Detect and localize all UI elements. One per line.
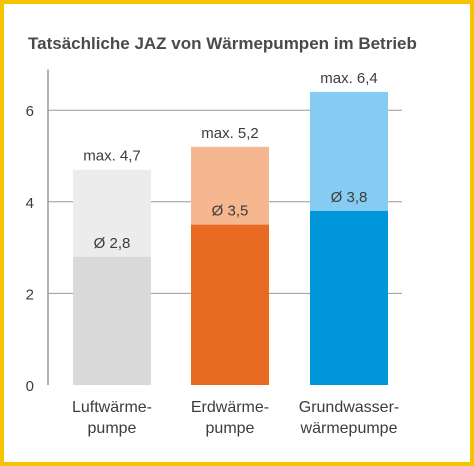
category-label: pumpe xyxy=(206,420,255,437)
data-label-max: max. 4,7 xyxy=(83,148,141,165)
y-tick-label: 0 xyxy=(26,378,34,395)
y-tick-label: 6 xyxy=(26,103,34,120)
data-label-max: max. 6,4 xyxy=(320,70,378,87)
category-label: wärmepumpe xyxy=(300,420,398,437)
bar-average xyxy=(73,256,151,385)
data-label-average: Ø 2,8 xyxy=(94,235,131,252)
chart-title: Tatsächliche JAZ von Wärmepumpen im Betr… xyxy=(28,34,417,53)
category-label: Grundwasser- xyxy=(299,399,399,416)
data-label-average: Ø 3,5 xyxy=(212,203,249,220)
data-label-max: max. 5,2 xyxy=(201,125,259,142)
category-label: pumpe xyxy=(88,420,137,437)
y-tick-label: 2 xyxy=(26,286,34,303)
category-label: Erdwärme- xyxy=(191,399,269,416)
y-tick-label: 4 xyxy=(26,195,34,212)
bar-average xyxy=(191,224,269,385)
bar-average xyxy=(310,210,388,385)
data-label-average: Ø 3,8 xyxy=(331,189,368,206)
category-label: Luftwärme- xyxy=(72,399,152,416)
